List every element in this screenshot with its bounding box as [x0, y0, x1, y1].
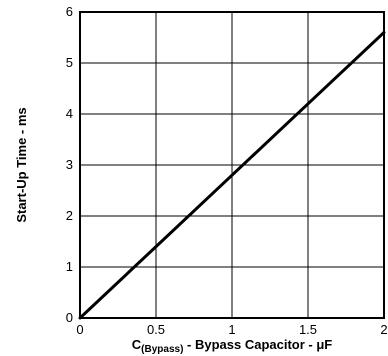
series-line-1: [78, 30, 386, 320]
series-group: [78, 30, 386, 320]
y-tick-label: 4: [66, 106, 73, 121]
x-tick-labels: 0 0.5 1 1.5 2: [76, 322, 387, 337]
x-axis-title-suffix: - Bypass Capacitor - μF: [183, 337, 332, 352]
x-tick-label: 1: [228, 322, 235, 337]
x-axis-title: C(Bypass) - Bypass Capacitor - μF: [132, 337, 333, 355]
x-tick-label: 0: [76, 322, 83, 337]
plot-frame: [79, 11, 385, 319]
y-tick-label: 1: [66, 259, 73, 274]
y-tick-label: 6: [66, 4, 73, 19]
y-tick-label: 2: [66, 208, 73, 223]
x-tick-label: 0.5: [147, 322, 165, 337]
y-tick-label: 0: [66, 310, 73, 325]
x-axis-title-subscript: (Bypass): [141, 344, 183, 355]
x-tick-label: 2: [380, 322, 387, 337]
x-axis-title-prefix: C: [132, 337, 142, 352]
y-tick-label: 5: [66, 55, 73, 70]
x-tick-label: 1.5: [299, 322, 317, 337]
y-tick-labels: 0 1 2 3 4 5 6: [66, 4, 73, 325]
y-axis-title: Start-Up Time - ms: [14, 107, 29, 222]
grid: [80, 12, 384, 318]
y-tick-label: 3: [66, 157, 73, 172]
